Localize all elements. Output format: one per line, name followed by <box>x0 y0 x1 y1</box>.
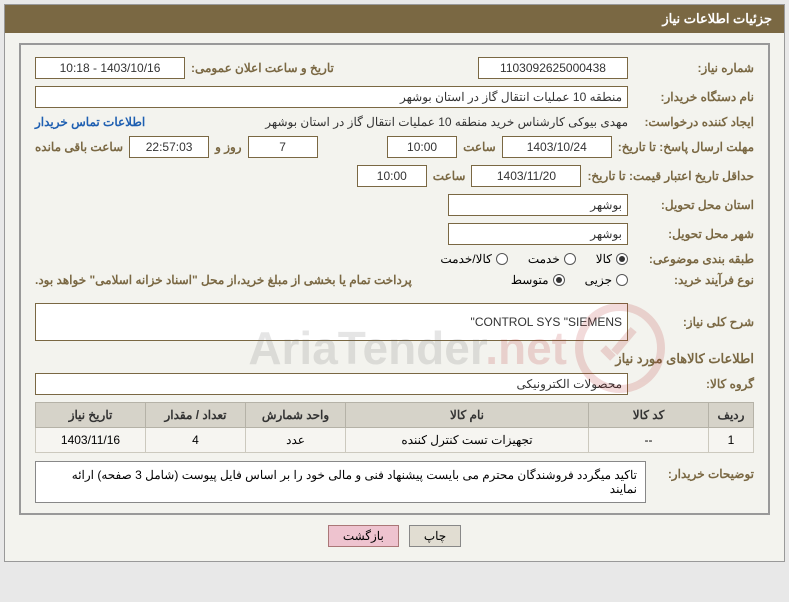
buyer-contact-link[interactable]: اطلاعات تماس خریدار <box>35 115 145 129</box>
table-header-row: ردیف کد کالا نام کالا واحد شمارش تعداد /… <box>36 403 754 428</box>
back-button[interactable]: بازگشت <box>328 525 399 547</box>
cell-date: 1403/11/16 <box>36 428 146 453</box>
radio-label-goods: کالا <box>596 252 612 266</box>
cell-code: -- <box>589 428 709 453</box>
province-field[interactable] <box>448 194 628 216</box>
label-buyer-org: نام دستگاه خریدار: <box>634 90 754 104</box>
th-code: کد کالا <box>589 403 709 428</box>
row-deadline: مهلت ارسال پاسخ: تا تاریخ: ساعت روز و سا… <box>35 136 754 158</box>
cell-name: تجهیزات تست کنترل کننده <box>346 428 589 453</box>
city-field[interactable] <box>448 223 628 245</box>
row-buyer-org: نام دستگاه خریدار: <box>35 86 754 108</box>
buyer-notes-text: تاکید میگردد فروشندگان محترم می بایست پی… <box>35 461 646 503</box>
radio-dot-icon <box>564 253 576 265</box>
row-need-number: شماره نیاز: تاریخ و ساعت اعلان عمومی: <box>35 57 754 79</box>
radio-label-both: کالا/خدمت <box>440 252 491 266</box>
deadline-date-field[interactable] <box>502 136 612 158</box>
cell-unit: عدد <box>246 428 346 453</box>
panel-body: AriaTender.net شماره نیاز: تاریخ و ساعت … <box>5 33 784 561</box>
price-hour-field[interactable] <box>357 165 427 187</box>
goods-table: ردیف کد کالا نام کالا واحد شمارش تعداد /… <box>35 402 754 453</box>
label-deadline: مهلت ارسال پاسخ: تا تاریخ: <box>618 140 754 154</box>
goods-group-field[interactable] <box>35 373 628 395</box>
cell-qty: 4 <box>146 428 246 453</box>
label-overall-desc: شرح کلی نیاز: <box>634 315 754 329</box>
label-buyer-notes: توضیحات خریدار: <box>654 461 754 503</box>
row-subject-class: طبقه بندی موضوعی: کالا خدمت کالا/خدمت <box>35 252 754 266</box>
label-subject-class: طبقه بندی موضوعی: <box>634 252 754 266</box>
price-date-field[interactable] <box>471 165 581 187</box>
radio-cat-service[interactable]: خدمت <box>528 252 576 266</box>
goods-info-title: اطلاعات کالاهای مورد نیاز <box>35 351 754 367</box>
label-city: شهر محل تحویل: <box>634 227 754 241</box>
cell-row: 1 <box>709 428 754 453</box>
radio-cat-both[interactable]: کالا/خدمت <box>440 252 507 266</box>
remaining-days-field[interactable] <box>248 136 318 158</box>
buyer-notes-box: توضیحات خریدار: تاکید میگردد فروشندگان م… <box>35 461 754 503</box>
need-number-field[interactable] <box>478 57 628 79</box>
label-purchase-type: نوع فرآیند خرید: <box>634 273 754 287</box>
buyer-org-field[interactable] <box>35 86 628 108</box>
radio-dot-icon <box>553 274 565 286</box>
label-remaining: ساعت باقی مانده <box>35 140 123 154</box>
row-price-validity: حداقل تاریخ اعتبار قیمت: تا تاریخ: ساعت <box>35 165 754 187</box>
label-announce-datetime: تاریخ و ساعت اعلان عمومی: <box>191 61 334 75</box>
radio-cat-goods[interactable]: کالا <box>596 252 628 266</box>
radio-label-service: خدمت <box>528 252 560 266</box>
th-unit: واحد شمارش <box>246 403 346 428</box>
row-overall-desc: شرح کلی نیاز: <box>35 303 754 341</box>
deadline-hour-field[interactable] <box>387 136 457 158</box>
button-row: چاپ بازگشت <box>19 525 770 547</box>
label-province: استان محل تحویل: <box>634 198 754 212</box>
row-goods-group: گروه کالا: <box>35 373 754 395</box>
label-price-validity: حداقل تاریخ اعتبار قیمت: تا تاریخ: <box>587 169 754 183</box>
label-hour-1: ساعت <box>463 140 496 154</box>
row-purchase-type: نوع فرآیند خرید: جزیی متوسط پرداخت تمام … <box>35 273 754 287</box>
table-row: 1 -- تجهیزات تست کنترل کننده عدد 4 1403/… <box>36 428 754 453</box>
requester-value: مهدی بیوکی کارشناس خرید منطقه 10 عملیات … <box>265 115 628 129</box>
radio-label-minor: جزیی <box>585 273 612 287</box>
form-box: شماره نیاز: تاریخ و ساعت اعلان عمومی: نا… <box>19 43 770 515</box>
panel-title: جزئیات اطلاعات نیاز <box>5 5 784 33</box>
radio-dot-icon <box>496 253 508 265</box>
th-date: تاریخ نیاز <box>36 403 146 428</box>
label-hour-2: ساعت <box>433 169 466 183</box>
label-need-number: شماره نیاز: <box>634 61 754 75</box>
th-qty: تعداد / مقدار <box>146 403 246 428</box>
payment-note: پرداخت تمام یا بخشی از مبلغ خرید،از محل … <box>35 273 412 287</box>
radio-dot-icon <box>616 274 628 286</box>
radio-ptype-medium[interactable]: متوسط <box>511 273 565 287</box>
label-goods-group: گروه کالا: <box>634 377 754 391</box>
announce-datetime-field[interactable] <box>35 57 185 79</box>
overall-desc-field[interactable] <box>35 303 628 341</box>
label-day-and: روز و <box>215 140 242 154</box>
remaining-time-field[interactable] <box>129 136 209 158</box>
row-province: استان محل تحویل: <box>35 194 754 216</box>
details-panel: جزئیات اطلاعات نیاز AriaTender.net شماره… <box>4 4 785 562</box>
print-button[interactable]: چاپ <box>409 525 461 547</box>
radio-dot-icon <box>616 253 628 265</box>
row-requester: ایجاد کننده درخواست: مهدی بیوکی کارشناس … <box>35 115 754 129</box>
label-requester: ایجاد کننده درخواست: <box>634 115 754 129</box>
th-row: ردیف <box>709 403 754 428</box>
row-city: شهر محل تحویل: <box>35 223 754 245</box>
radio-label-medium: متوسط <box>511 273 549 287</box>
th-name: نام کالا <box>346 403 589 428</box>
radio-ptype-minor[interactable]: جزیی <box>585 273 628 287</box>
